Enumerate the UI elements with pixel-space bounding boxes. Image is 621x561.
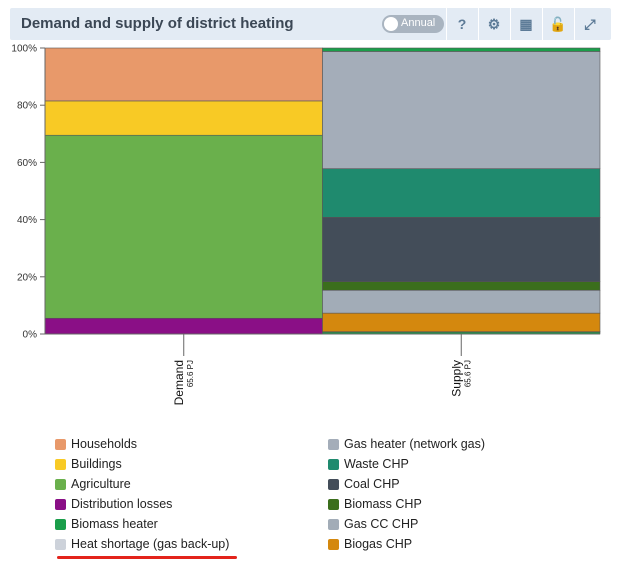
help-icon[interactable]: ? [457, 16, 467, 32]
y-tick-label: 100% [11, 44, 37, 55]
legend-label: Households [71, 437, 138, 451]
legend-label: Distribution losses [71, 497, 173, 511]
legend-label: Gas CC CHP [344, 517, 419, 531]
chart-area: 0%20%40%60%80%100%Demand 65.6 PJ Supply 65.… [11, 44, 601, 405]
bar-segment [322, 47, 601, 52]
legend-swatch [328, 478, 339, 490]
chart-title: Demand and supply of district heating [21, 15, 294, 32]
legend-item[interactable]: Biomass CHP [328, 496, 422, 512]
tool-separator [510, 8, 511, 40]
legend-item[interactable]: Buildings [55, 456, 122, 472]
legend-label: Buildings [71, 457, 122, 471]
legend-label: Gas heater (network gas) [344, 437, 486, 451]
bar-segment [322, 217, 601, 282]
legend-swatch [55, 498, 66, 510]
bar-segment [322, 312, 601, 333]
toggle-knob [384, 17, 398, 31]
y-tick-label: 20% [17, 272, 37, 283]
legend-label: Biogas CHP [344, 537, 413, 551]
x-category-sublabel: 65.6 PJ [463, 360, 472, 387]
legend-item[interactable]: Coal CHP [328, 476, 400, 492]
legend-item[interactable]: Gas CC CHP [328, 516, 418, 532]
y-tick-label: 40% [17, 215, 37, 226]
legend-label: Waste CHP [344, 457, 409, 471]
unlock-icon[interactable]: 🔓 [549, 15, 567, 32]
legend-swatch [55, 438, 66, 450]
x-category-sublabel: 65.6 PJ [186, 360, 195, 387]
legend-swatch [55, 518, 66, 530]
table-icon[interactable]: ▦ [519, 15, 533, 32]
annual-toggle[interactable]: Annual [382, 15, 444, 33]
legend-swatch [328, 538, 339, 550]
legend-item[interactable]: Biogas CHP [328, 536, 412, 552]
legend-item[interactable]: Households [55, 436, 137, 452]
bar-segment [44, 317, 323, 335]
legend-label: Coal CHP [344, 477, 400, 491]
bar-segment [44, 134, 323, 319]
expand-icon[interactable]: ⤢ [584, 15, 596, 32]
tool-separator [446, 8, 447, 40]
bar-segment [322, 51, 601, 169]
chart-header: Demand and supply of district heating An… [10, 8, 611, 40]
tool-separator [542, 8, 543, 40]
legend-item[interactable]: Agriculture [55, 476, 131, 492]
y-tick-label: 60% [17, 158, 37, 169]
legend-swatch [328, 458, 339, 470]
settings-icon[interactable]: ⚙ [487, 15, 501, 32]
legend-swatch [55, 478, 66, 490]
legend-swatch [55, 538, 66, 550]
x-category-label: Supply [449, 360, 463, 397]
legend-label: Agriculture [71, 477, 131, 491]
legend-label: Heat shortage (gas back-up) [71, 537, 230, 551]
legend-item[interactable]: Gas heater (network gas) [328, 436, 485, 452]
toggle-label: Annual [401, 17, 436, 29]
highlight-underline [57, 556, 237, 559]
tool-separator [574, 8, 575, 40]
legend-swatch [328, 438, 339, 450]
legend-item[interactable]: Biomass heater [55, 516, 158, 532]
tool-separator [478, 8, 479, 40]
y-tick-label: 80% [17, 101, 37, 112]
legend-swatch [328, 518, 339, 530]
bar-segment [322, 281, 601, 291]
bar-segment [322, 289, 601, 314]
legend-label: Biomass heater [71, 517, 158, 531]
legend-swatch [328, 498, 339, 510]
bar-segment [44, 47, 323, 102]
bar-segment [44, 100, 323, 136]
legend-item[interactable]: Waste CHP [328, 456, 409, 472]
legend-item[interactable]: Distribution losses [55, 496, 172, 512]
legend-swatch [55, 458, 66, 470]
legend-label: Biomass CHP [344, 497, 422, 511]
y-tick-label: 0% [23, 330, 38, 341]
bar-segment [322, 168, 601, 218]
x-category-label: Demand [172, 360, 186, 405]
legend-item[interactable]: Heat shortage (gas back-up) [55, 536, 229, 552]
